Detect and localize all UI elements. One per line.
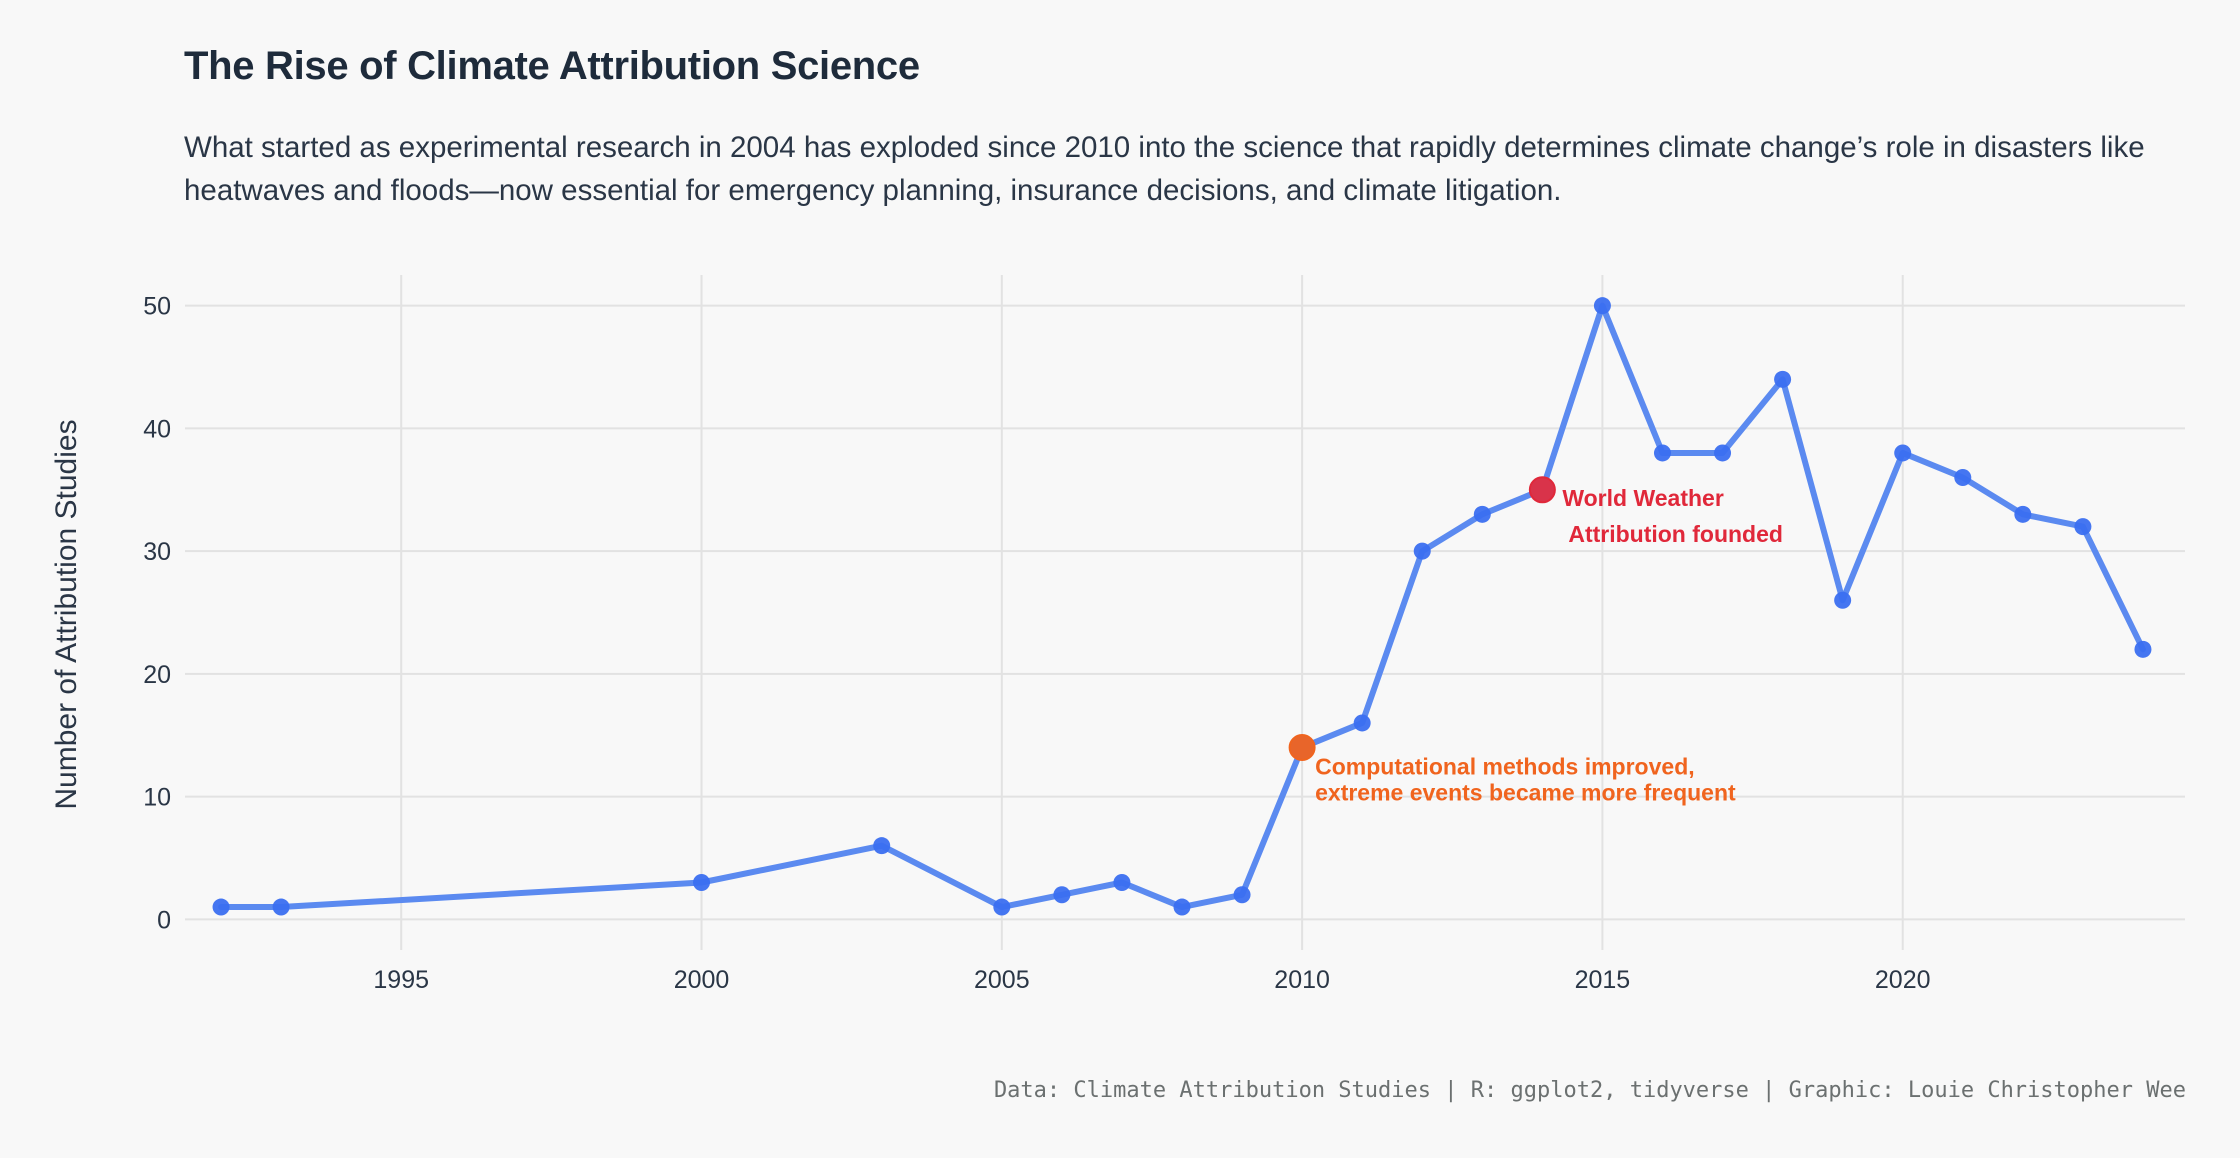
x-tick-label: 2000	[674, 966, 730, 994]
data-point	[1413, 542, 1431, 560]
y-tick-label: 50	[143, 293, 171, 321]
data-point	[2014, 505, 2032, 523]
source-caption: Data: Climate Attribution Studies | R: g…	[993, 1078, 2186, 1103]
data-point	[1173, 898, 1191, 916]
y-tick-label: 20	[143, 661, 171, 689]
data-point	[1233, 886, 1251, 904]
data-point	[2134, 640, 2152, 658]
data-point	[1653, 444, 1671, 462]
x-axis-ticks: 1995 2000 2005 2010 2015 2020	[373, 966, 1930, 994]
annotation-label: World Weather	[1562, 485, 1723, 511]
y-tick-label: 40	[143, 415, 171, 443]
x-tick-label: 2005	[974, 966, 1030, 994]
data-point	[1473, 505, 1491, 523]
y-tick-label: 0	[157, 906, 171, 934]
x-tick-label: 1995	[373, 966, 429, 994]
gridlines	[185, 275, 2185, 950]
y-tick-label: 30	[143, 538, 171, 566]
data-point	[1954, 469, 1972, 486]
y-axis-ticks: 0 10 20 30 40 50	[143, 293, 171, 935]
data-point	[993, 898, 1011, 916]
chart-subtitle: What started as experimental research in…	[184, 131, 2145, 207]
annotation-label: extreme events became more frequent	[1315, 780, 1736, 806]
data-point	[1894, 444, 1912, 462]
data-point	[1714, 444, 1732, 462]
data-points	[212, 297, 2152, 916]
data-point	[693, 874, 711, 891]
x-tick-label: 2010	[1274, 966, 1330, 994]
y-axis-label: Number of Attribution Studies	[50, 419, 83, 809]
data-point	[1113, 874, 1131, 891]
data-point	[1353, 714, 1371, 732]
data-point	[1053, 886, 1071, 904]
data-point	[212, 898, 230, 916]
annotations: Computational methods improved,extreme e…	[1288, 476, 1783, 806]
series-line-group	[218, 302, 2146, 911]
highlight-point	[1288, 734, 1316, 761]
annotation-label: Computational methods improved,	[1315, 754, 1695, 780]
data-point	[272, 898, 290, 916]
data-point	[1593, 297, 1611, 315]
data-point	[1774, 370, 1792, 388]
annotation-label: Attribution founded	[1568, 521, 1783, 547]
chart-title: The Rise of Climate Attribution Science	[184, 44, 920, 88]
x-tick-label: 2020	[1875, 966, 1931, 994]
x-tick-label: 2015	[1575, 966, 1631, 994]
data-point	[1834, 591, 1852, 609]
data-point	[873, 837, 891, 855]
highlight-point	[1528, 476, 1556, 504]
data-point	[2074, 518, 2092, 536]
y-tick-label: 10	[143, 784, 171, 812]
series-line	[218, 302, 2146, 911]
